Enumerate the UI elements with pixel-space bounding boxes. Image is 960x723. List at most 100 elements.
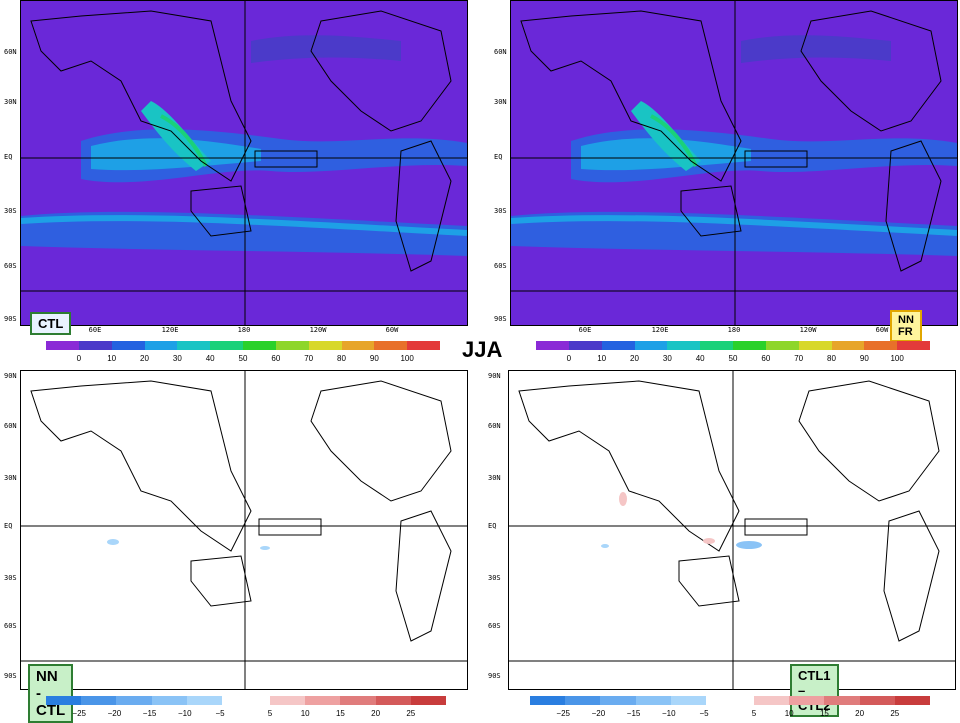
colorbar-swatch	[765, 341, 800, 350]
ytick: 90N	[4, 372, 17, 380]
xtick: 60E	[578, 326, 592, 334]
colorbar-label: 80	[337, 354, 346, 363]
colorbar-label: −5	[215, 709, 225, 718]
colorbar-label: −15	[626, 709, 641, 718]
colorbar-label: 80	[827, 354, 836, 363]
panel-label-ctl: CTL	[30, 312, 72, 335]
colorbar-nn-ctl: −25 −20 −15 −10 −5 5 10 15 20 25	[46, 696, 447, 720]
colorbar-swatch	[831, 341, 865, 350]
ytick: EQ	[488, 522, 497, 530]
colorbar-ctl1-ctl2: −25 −20 −15 −10 −5 5 10 15 20 25	[530, 696, 931, 720]
colorbar-label: 5	[751, 709, 757, 718]
colorbar-label: 30	[172, 354, 182, 363]
colorbar-swatch	[864, 341, 898, 350]
colorbar-swatch	[789, 696, 825, 705]
colorbar-swatch	[565, 696, 601, 705]
ytick: 30S	[4, 207, 17, 215]
season-label: JJA	[462, 337, 503, 362]
colorbar-swatch	[270, 696, 306, 705]
colorbar-label: 100	[890, 354, 904, 363]
ytick: 30S	[494, 207, 507, 215]
ytick: EQ	[4, 153, 13, 161]
ytick: 60N	[488, 422, 501, 430]
colorbar-swatch	[754, 696, 790, 705]
ytick: 90N	[488, 372, 501, 380]
colorbar-swatch	[144, 341, 178, 350]
ytick: 30N	[494, 98, 507, 106]
colorbar-swatch	[243, 341, 277, 350]
precip-field-ctl	[21, 1, 467, 325]
colorbar-ctl: 0 10 20 30 40 50 60 70 80 90 100	[46, 341, 441, 365]
xtick: 120W	[309, 326, 327, 334]
colorbar-swatch	[897, 341, 931, 350]
colorbar-label: 40	[695, 354, 705, 363]
colorbar-label: 70	[794, 354, 804, 363]
ytick: 90S	[4, 315, 17, 323]
colorbar-label: 20	[371, 709, 381, 718]
map-nnfr	[510, 0, 958, 326]
colorbar-swatch	[667, 341, 701, 350]
colorbar-label: 5	[267, 709, 273, 718]
colorbar-label: 90	[859, 354, 869, 363]
colorbar-swatch	[733, 341, 767, 350]
colorbar-label: 0	[76, 354, 82, 363]
ytick: 30S	[488, 574, 501, 582]
colorbar-swatch	[374, 341, 408, 350]
colorbar-label: −20	[591, 709, 606, 718]
colorbar-label: 25	[890, 709, 900, 718]
ytick: 60S	[488, 622, 501, 630]
colorbar-swatch	[530, 696, 566, 705]
colorbar-swatch	[78, 341, 113, 350]
ytick: 30N	[4, 98, 17, 106]
colorbar-swatch	[81, 696, 117, 705]
xtick: 60W	[875, 326, 889, 334]
xtick: 180	[237, 326, 251, 334]
diff-field-nn-ctl	[21, 371, 467, 689]
colorbar-swatch	[275, 341, 310, 350]
colorbar-label: 10	[597, 354, 607, 363]
ytick: EQ	[494, 153, 503, 161]
colorbar-label: −5	[699, 709, 709, 718]
colorbar-swatch	[151, 696, 188, 705]
colorbar-swatch	[670, 696, 707, 705]
xtick: 60E	[88, 326, 102, 334]
colorbar-swatch	[341, 341, 375, 350]
colorbar-label: 10	[784, 709, 794, 718]
colorbar-swatch	[894, 696, 931, 705]
xtick: 120E	[651, 326, 669, 334]
colorbar-label: 40	[205, 354, 215, 363]
colorbar-label: −15	[142, 709, 157, 718]
xtick: 180	[727, 326, 741, 334]
map-ctl1-ctl2	[508, 370, 956, 690]
colorbar-swatch	[340, 696, 377, 705]
colorbar-label: 20	[140, 354, 149, 363]
colorbar-label: 10	[107, 354, 117, 363]
ytick: 60S	[4, 262, 17, 270]
colorbar-swatch	[177, 341, 211, 350]
colorbar-label: −10	[662, 709, 676, 718]
colorbar-label: 50	[238, 354, 248, 363]
ytick: 60S	[494, 262, 507, 270]
ytick: 90S	[494, 315, 507, 323]
colorbar-label: 100	[400, 354, 414, 363]
colorbar-label: −20	[107, 709, 122, 718]
colorbar-swatch	[375, 696, 412, 705]
precip-field-nnfr	[511, 1, 957, 325]
colorbar-swatch	[111, 341, 145, 350]
colorbar-swatch	[635, 696, 672, 705]
colorbar-swatch	[410, 696, 447, 705]
panel-label-nn-ctl: NN - CTL	[28, 664, 74, 723]
xtick: 120W	[799, 326, 817, 334]
colorbar-swatch	[859, 696, 896, 705]
colorbar-swatch	[536, 341, 570, 350]
ytick: 60N	[4, 48, 17, 56]
ytick: 90S	[488, 672, 501, 680]
colorbar-swatch	[308, 341, 342, 350]
colorbar-swatch	[824, 696, 861, 705]
ytick: 30N	[488, 474, 501, 482]
ytick: 90S	[4, 672, 17, 680]
colorbar-nnfr: 0 10 20 30 40 50 60 70 80 90 100	[536, 341, 931, 365]
panel-label-nnfr: NN FR	[890, 310, 922, 342]
colorbar-swatch	[407, 341, 441, 350]
diff-field-ctl1-ctl2	[509, 371, 955, 689]
